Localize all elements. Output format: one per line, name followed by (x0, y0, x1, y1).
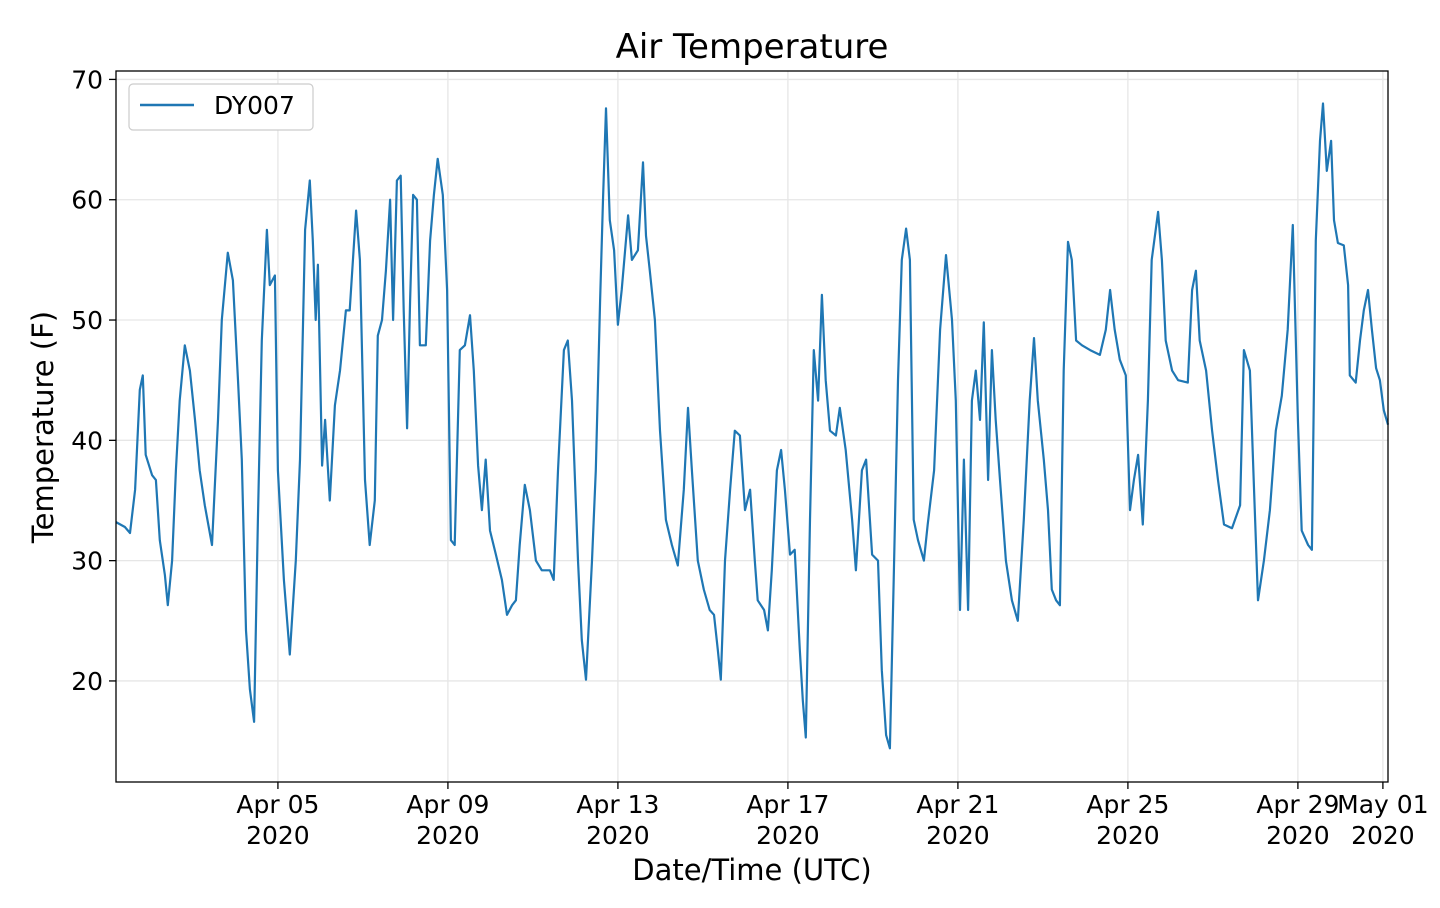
legend-box (128, 83, 314, 131)
x-tick-sublabel: 2020 (1096, 821, 1160, 850)
y-tick-label: 20 (71, 667, 103, 696)
y-axis-label: Temperature (F) (26, 311, 60, 544)
x-tick-label: Apr 13 (576, 790, 659, 819)
y-tick-label: 30 (71, 547, 103, 576)
legend-label-DY007: DY007 (214, 91, 295, 120)
x-tick-sublabel: 2020 (586, 821, 650, 850)
y-tick-label: 40 (71, 426, 103, 455)
x-tick-sublabel: 2020 (926, 821, 990, 850)
series-line-DY007 (115, 102, 1390, 750)
x-tick-label: Apr 29 (1256, 790, 1339, 819)
x-tick-label: Apr 21 (916, 790, 999, 819)
x-tick-sublabel: 2020 (246, 821, 310, 850)
x-tick-sublabel: 2020 (416, 821, 480, 850)
x-tick-label: May 01 (1337, 790, 1428, 819)
x-axis-label: Date/Time (UTC) (632, 853, 871, 887)
y-tick-label: 50 (71, 306, 103, 335)
x-tick-sublabel: 2020 (756, 821, 820, 850)
plot-area (115, 102, 1390, 750)
y-axis: 20 30 40 50 60 70 (71, 65, 116, 696)
x-tick-label: Apr 17 (746, 790, 829, 819)
plot-frame (115, 70, 1389, 783)
y-tick-label: 70 (71, 65, 103, 94)
x-tick-label: Apr 25 (1086, 790, 1169, 819)
legend: DY007 (128, 83, 314, 131)
x-tick-label: Apr 05 (236, 790, 319, 819)
chart-title: Air Temperature (616, 27, 889, 67)
grid (116, 71, 1388, 782)
x-tick-sublabel: 2020 (1351, 821, 1415, 850)
x-tick-sublabel: 2020 (1266, 821, 1330, 850)
y-tick-label: 60 (71, 186, 103, 215)
x-tick-label: Apr 09 (406, 790, 489, 819)
